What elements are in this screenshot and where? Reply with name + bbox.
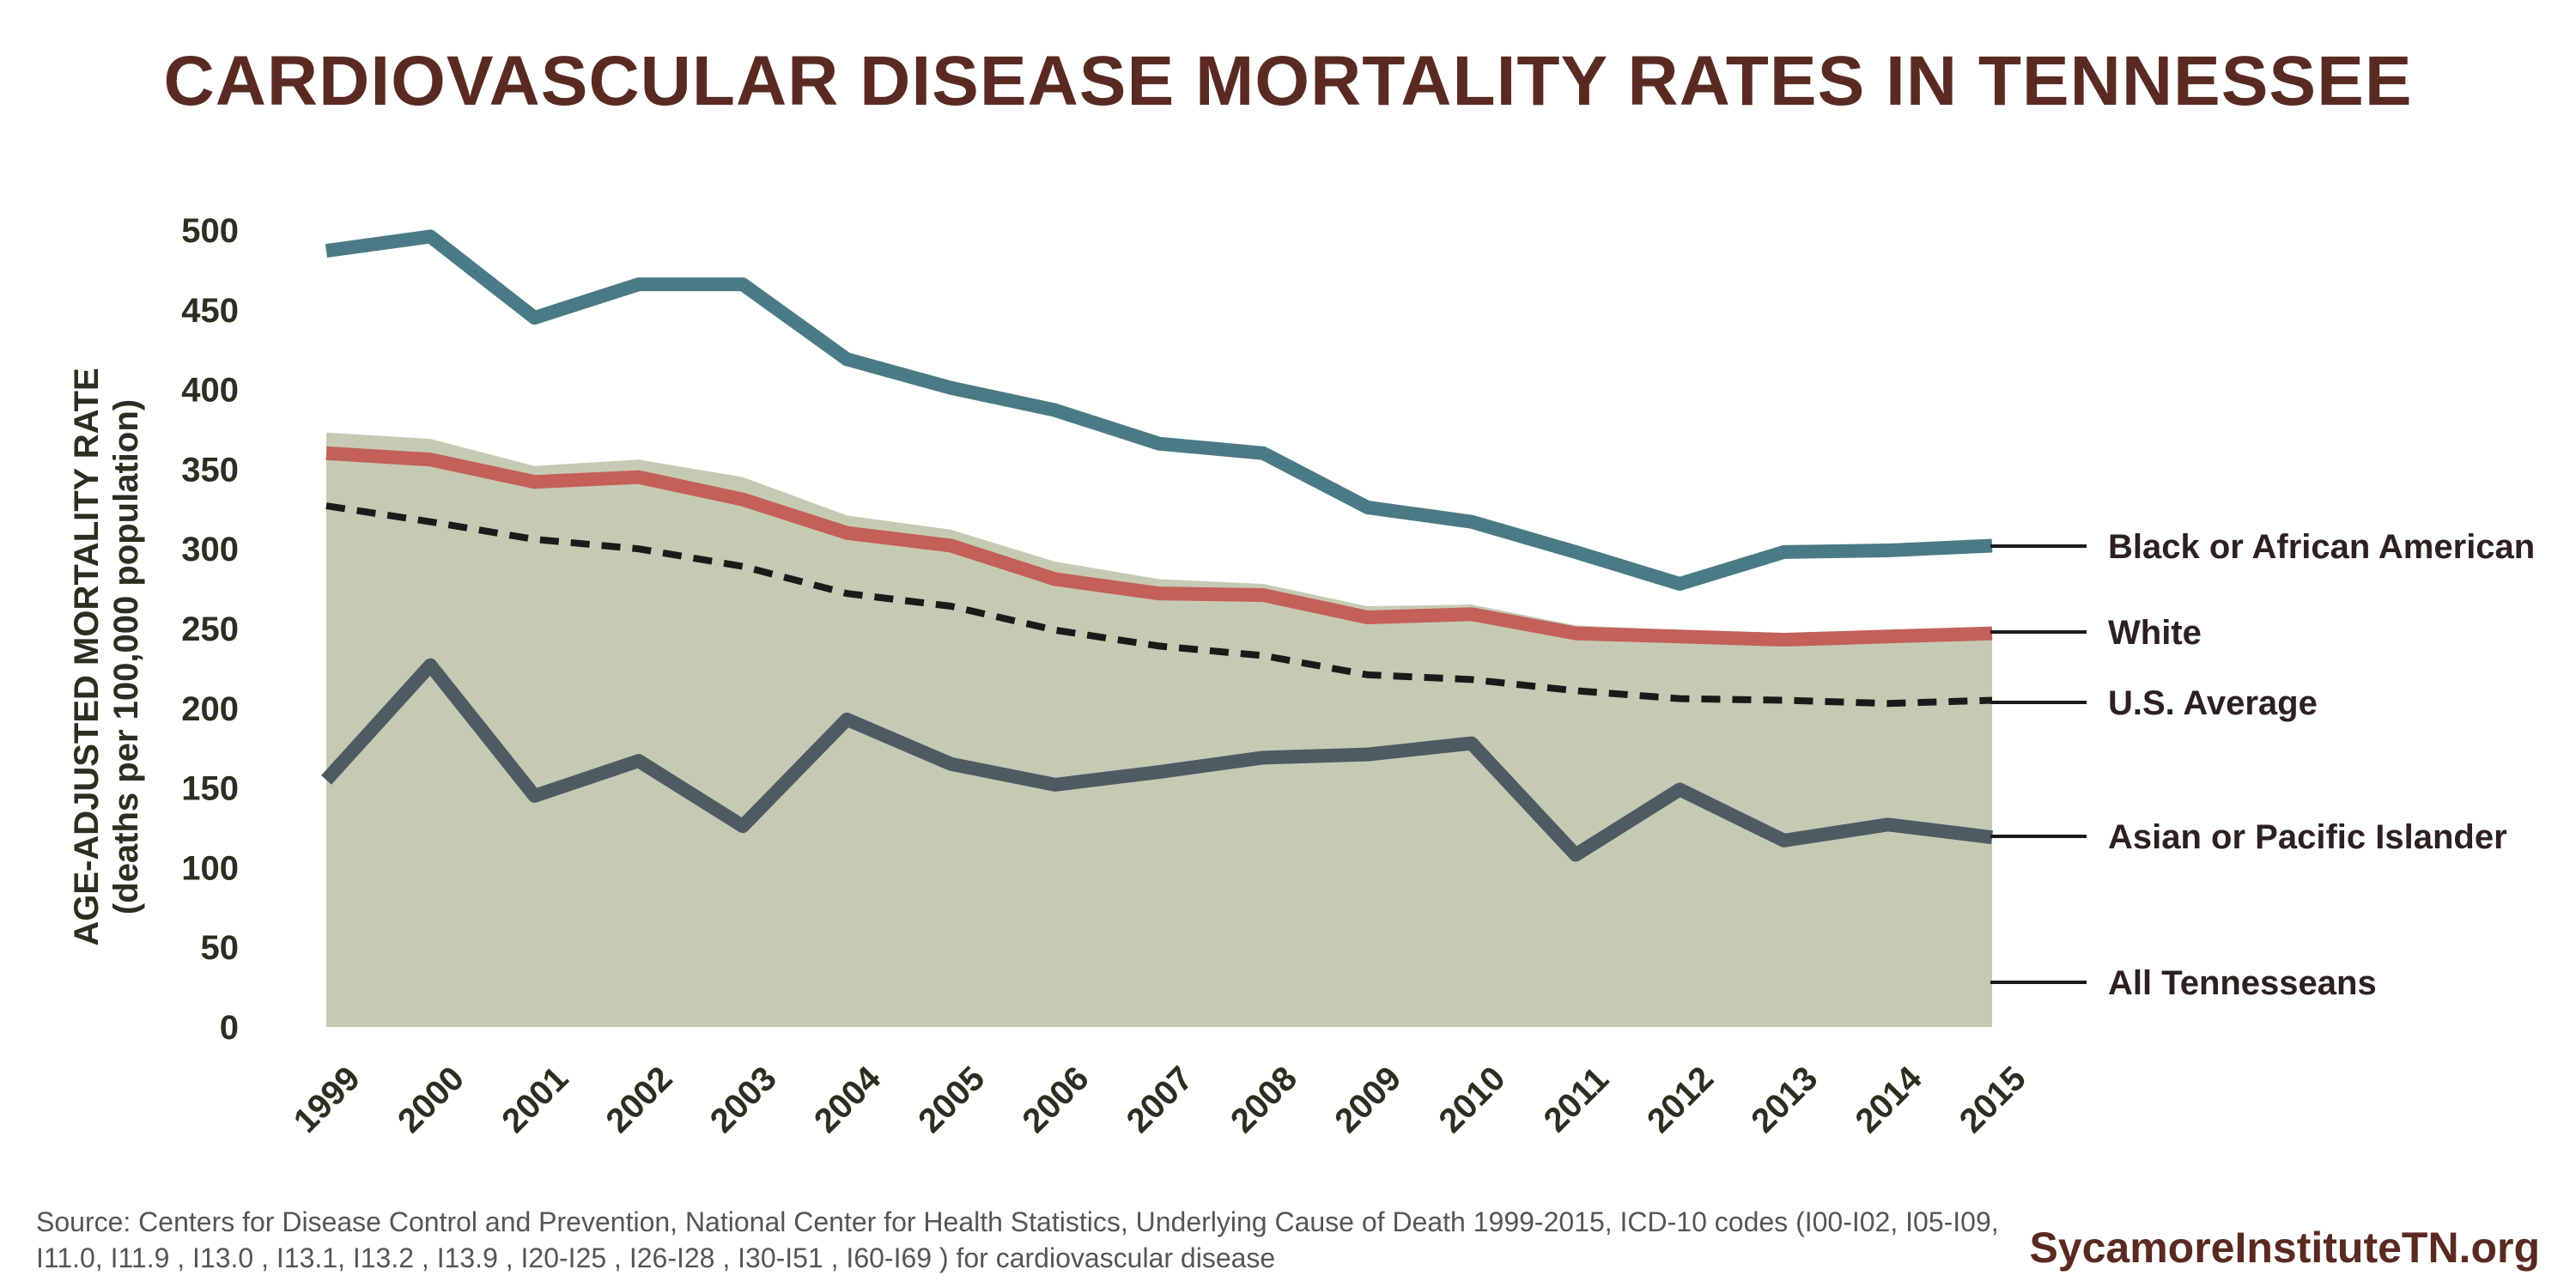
chart: AGE-ADJUSTED MORTALITY RATE (deaths per …: [68, 212, 2535, 1140]
x-tick-label: 2010: [1432, 1060, 1513, 1140]
y-tick-label: 350: [181, 451, 239, 489]
x-tick-label: 2005: [911, 1060, 992, 1140]
x-tick-label: 2003: [703, 1060, 784, 1140]
legend-label-u-s-average: U.S. Average: [2108, 684, 2318, 722]
legend: Black or African American White U.S. Avera…: [1990, 528, 2535, 1002]
x-tick-label: 1999: [287, 1060, 368, 1140]
x-tick-label: 2001: [495, 1060, 575, 1140]
brand-logo[interactable]: SycamoreInstituteTN.org: [2029, 1224, 2540, 1272]
y-tick-label: 250: [181, 611, 239, 648]
legend-label-all-tennesseans: All Tennesseans: [2108, 964, 2377, 1002]
y-axis-label: AGE-ADJUSTED MORTALITY RATE (deaths per …: [68, 368, 145, 945]
y-tick-label: 100: [181, 849, 239, 887]
y-axis-label-line1: AGE-ADJUSTED MORTALITY RATE: [68, 368, 106, 945]
plot-area: [321, 229, 1993, 1027]
series-line-u-s-average: [325, 502, 1993, 708]
x-tick-label: 2009: [1327, 1060, 1408, 1140]
source-note: Source: Centers for Disease Control and …: [36, 1206, 1999, 1273]
x-ticks: 1999 2000 2001 2002 2003 2004 2005 2006 2007 2008…: [287, 1059, 2033, 1140]
x-tick-label: 2004: [807, 1059, 889, 1140]
y-tick-label: 400: [181, 372, 239, 410]
series-area-all-tennesseans: [326, 432, 1992, 1027]
x-tick-label: 2008: [1224, 1060, 1304, 1140]
legend-label-black-or-african-american: Black or African American: [2108, 528, 2535, 566]
x-tick-label: 2007: [1120, 1060, 1200, 1140]
x-tick-label: 2002: [599, 1060, 680, 1140]
y-tick-label: 50: [201, 929, 240, 967]
x-tick-label: 2011: [1537, 1060, 1616, 1139]
y-tick-label: 450: [181, 292, 239, 330]
series-line-black-or-african-american: [325, 229, 1993, 592]
series-line-asian-or-pacific-islander: [321, 658, 1993, 862]
y-ticks: 0 50 100 150 200 250 300 350 400 450 500: [181, 212, 239, 1047]
y-tick-label: 500: [181, 212, 239, 250]
x-tick-label: 2014: [1849, 1059, 1930, 1140]
x-tick-label: 2000: [391, 1060, 471, 1140]
y-tick-label: 0: [220, 1009, 239, 1047]
x-tick-label: 2015: [1953, 1060, 2033, 1140]
x-tick-label: 2012: [1640, 1060, 1721, 1140]
legend-label-white: White: [2108, 614, 2202, 652]
y-tick-label: 200: [181, 690, 239, 728]
y-tick-label: 150: [181, 770, 239, 808]
legend-label-asian-or-pacific-islander: Asian or Pacific Islander: [2108, 818, 2507, 856]
y-tick-label: 300: [181, 531, 239, 568]
chart-title: CARDIOVASCULAR DISEASE MORTALITY RATES I…: [163, 42, 2413, 120]
x-tick-label: 2006: [1016, 1060, 1097, 1140]
y-axis-label-line2: (deaths per 100,000 population): [107, 399, 145, 914]
series-line-white: [325, 446, 1993, 647]
x-tick-label: 2013: [1744, 1060, 1825, 1140]
